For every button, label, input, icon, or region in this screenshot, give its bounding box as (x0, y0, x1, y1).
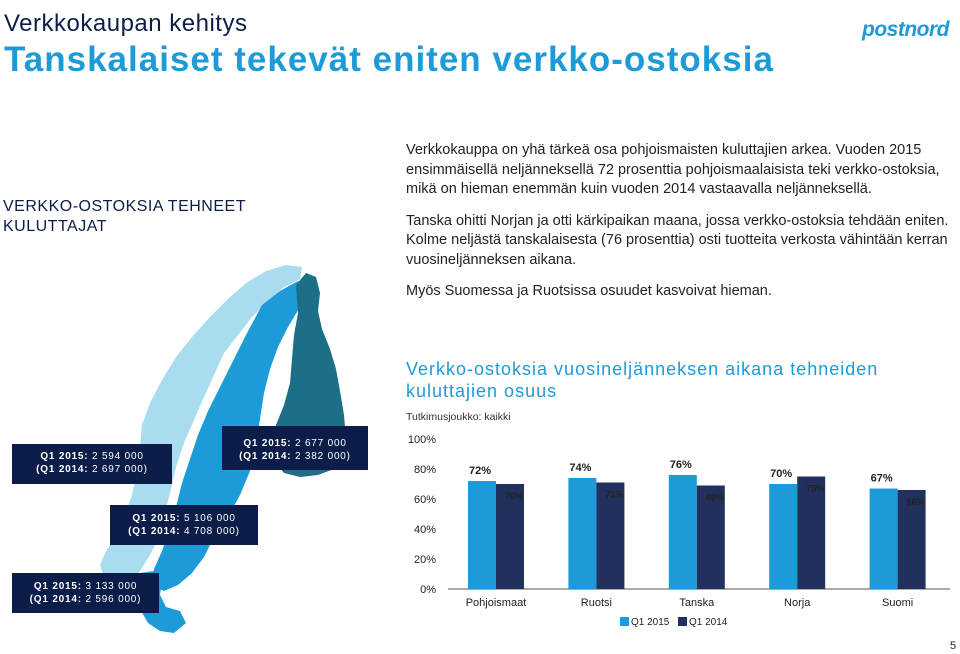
bar-q1-2015 (668, 475, 697, 589)
bar-q1-2014 (696, 485, 725, 589)
data-label-q1-2014: 70% (505, 491, 523, 501)
data-label-q1-2015: 67% (871, 473, 893, 485)
stat-line-2015: Q1 2015: 5 106 000 (132, 513, 236, 524)
stat-line-2014: (Q1 2014: 2 596 000) (29, 594, 142, 605)
legend-swatch (620, 617, 629, 626)
bar-q1-2014 (797, 476, 826, 589)
postnord-logo: postnord (862, 18, 949, 41)
stat-line-2014: (Q1 2014: 4 708 000) (128, 526, 240, 537)
bar-q1-2014 (496, 484, 524, 589)
stat-box-norway: Q1 2015: 2 594 000 (Q1 2014: 2 697 000) (12, 444, 172, 484)
map-norway (100, 265, 302, 583)
x-tick-label: Norja (784, 597, 811, 609)
stat-line-2014: (Q1 2014: 2 697 000) (36, 464, 148, 475)
bar-q1-2014 (897, 490, 926, 589)
data-label-q1-2015: 70% (770, 468, 792, 480)
y-tick-label: 20% (414, 554, 436, 566)
stat-line-2015: Q1 2015: 2 594 000 (40, 451, 144, 462)
stat-box-sweden: Q1 2015: 5 106 000 (Q1 2014: 4 708 000) (110, 505, 258, 545)
stat-line-2014: (Q1 2014: 2 382 000) (239, 451, 351, 462)
chart-subtitle: Tutkimusjoukko: kaikki (406, 411, 511, 423)
data-label-q1-2014: 71% (605, 490, 623, 500)
bar-q1-2015 (468, 481, 496, 589)
stat-line-2015: Q1 2015: 2 677 000 (243, 438, 347, 449)
x-tick-label: Pohjoismaat (466, 597, 527, 609)
legend-swatch (678, 617, 687, 626)
data-label-q1-2015: 76% (670, 459, 692, 471)
bar-q1-2015 (769, 484, 798, 589)
page-number: 5 (950, 640, 957, 652)
body-paragraph-2: Tanska ohitti Norjan ja otti kärkipaikan… (406, 212, 949, 268)
data-label-q1-2014: 75% (806, 484, 824, 494)
data-label-q1-2015: 72% (469, 465, 491, 477)
legend-label: Q1 2015 (631, 617, 670, 628)
y-tick-label: 80% (414, 464, 436, 476)
stat-box-finland: Q1 2015: 2 677 000 (Q1 2014: 2 382 000) (222, 426, 368, 470)
body-paragraph-1: Verkkokauppa on yhä tärkeä osa pohjoisma… (406, 142, 940, 197)
body-paragraph-3: Myös Suomessa ja Ruotsissa osuudet kasvo… (406, 283, 772, 299)
section-kicker: Verkkokaupan kehitys (4, 10, 248, 37)
data-label-q1-2015: 74% (569, 462, 591, 474)
bar-q1-2014 (596, 482, 625, 589)
data-label-q1-2014: 66% (907, 497, 925, 507)
y-tick-label: 40% (414, 524, 436, 536)
data-label-q1-2014: 69% (706, 493, 724, 503)
y-tick-label: 60% (414, 494, 436, 506)
body-text: Verkkokauppa on yhä tärkeä osa pohjoisma… (406, 141, 956, 314)
chart-title: Verkko-ostoksia vuosineljänneksen aikana… (406, 359, 879, 401)
page-title: Tanskalaiset tekevät eniten verkko-ostok… (4, 40, 774, 79)
y-tick-label: 0% (420, 584, 436, 596)
bar-q1-2015 (568, 478, 597, 589)
x-tick-label: Ruotsi (581, 597, 612, 609)
side-heading: VERKKO-OSTOKSIA TEHNEET KULUTTAJAT (3, 198, 246, 235)
x-tick-label: Tanska (679, 597, 715, 609)
bar-chart: 0% 20% 40% 60% 80% 100% 72% 70% Pohjoismaat 74% 71… (408, 434, 950, 628)
bar-q1-2015 (869, 488, 898, 589)
stat-line-2015: Q1 2015: 3 133 000 (33, 581, 138, 592)
y-tick-label: 100% (408, 434, 436, 446)
legend-label: Q1 2014 (689, 617, 728, 628)
stat-box-denmark: Q1 2015: 3 133 000 (Q1 2014: 2 596 000) (12, 573, 159, 613)
x-tick-label: Suomi (882, 597, 913, 609)
